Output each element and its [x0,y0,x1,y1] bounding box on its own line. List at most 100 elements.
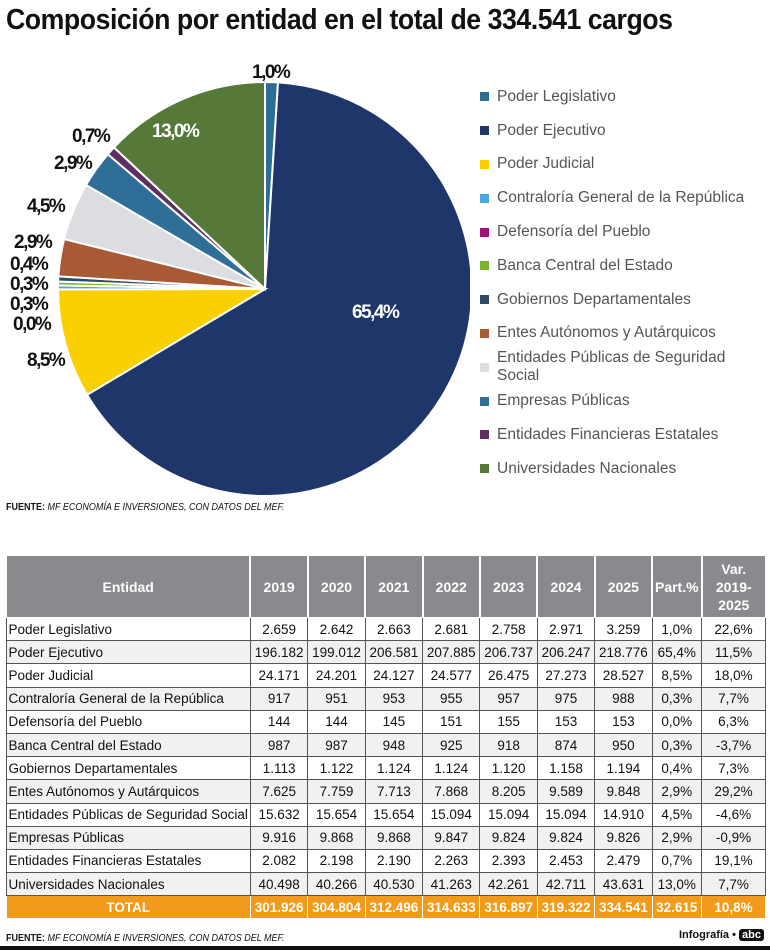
legend-swatch [480,227,489,237]
table-cell: 918 [479,732,538,758]
table-cell: 9.826 [594,825,653,850]
legend-label: Contraloría General de la República [497,189,745,207]
table-cell: 28.527 [594,663,653,688]
bottom-rule [0,946,770,950]
legend-label: Universidades Nacionales [497,459,677,477]
table-cell: 7,3% [701,756,766,781]
legend-item: Banca Central del Estado [480,249,770,283]
table-cell: 2.758 [479,616,538,642]
table-cell: 24.127 [364,663,424,688]
table-cell: Entes Autónomos y Autárquicos [5,779,251,804]
table-cell: 42.261 [479,872,538,897]
table-row: Entidades Públicas de Seguridad Social 15… [5,802,766,827]
table-cell: 2.971 [536,616,596,642]
table-cell: 1.124 [364,756,424,781]
table-cell: -4,6% [701,802,766,827]
legend-swatch [480,193,489,203]
total-cell: 334.541 [594,895,653,920]
source-label: FUENTE: [6,933,46,944]
table-source: FUENTE: MF ECONOMÍA E INVERSIONES, CON D… [6,933,284,944]
table-cell: 1.113 [249,756,309,781]
table-row: Poder Judicial 24.171 24.201 24.127 24.577 26… [5,663,766,688]
chart-source: FUENTE: MF ECONOMÍA E INVERSIONES, CON D… [6,502,284,513]
legend-label: Entidades Públicas de Seguridad Social [497,349,726,385]
table-cell: 144 [307,709,366,734]
table-cell: 9.824 [479,825,538,850]
label-contraloria: 0,3% [10,294,49,315]
table-cell: 9.916 [249,825,309,850]
table-cell: 0,4% [651,756,703,781]
legend-item: Empresas Públicas [480,384,770,418]
table-cell: 15.632 [249,802,309,827]
table-cell: 2.642 [307,616,366,642]
total-cell: TOTAL [5,895,251,920]
table-cell: 975 [536,686,596,711]
table-cell: Poder Ejecutivo [5,640,251,665]
table-row: Contraloría General de la República 917 95… [5,686,766,711]
table-cell: 206.247 [536,640,596,665]
table-row: Universidades Nacionales 40.498 40.266 40.5… [5,872,766,897]
legend-item: Entidades Financieras Estatales [480,418,770,452]
table-cell: 925 [422,732,481,758]
table-cell: 0,3% [651,732,703,758]
legend: Poder Legislativo Poder Ejecutivo Poder Ju… [480,80,770,486]
table-cell: -3,7% [701,732,766,758]
label-empresas: 2,9% [54,153,93,174]
table-cell: Universidades Nacionales [5,872,251,897]
table-cell: 65,4% [651,640,703,665]
table-cell: 951 [307,686,366,711]
table-cell: 24.171 [249,663,309,688]
label-gobiernos: 0,4% [10,254,49,275]
legend-swatch [480,295,489,305]
column-header: 2020 [306,555,366,618]
table-cell: 9.824 [536,825,596,850]
table-cell: 14.910 [594,802,653,827]
table-cell: Defensoría del Pueblo [5,709,251,734]
table-cell: 2.453 [536,848,596,874]
table-cell: 9.868 [307,825,366,850]
table-cell: Entidades Financieras Estatales [5,848,251,874]
column-header: Entidad [4,555,251,618]
table-cell: 43.631 [594,872,653,897]
table-cell: 196.182 [249,640,309,665]
table-cell: 948 [364,732,424,758]
total-cell: 304.804 [307,895,366,920]
table-cell: 2.198 [307,848,366,874]
table-cell: 7,7% [701,872,766,897]
table-cell: 155 [479,709,538,734]
total-cell: 32.615 [651,895,703,920]
table-cell: 2.263 [422,848,481,874]
pie-slice-1 [85,81,470,497]
label-financieras: 0,7% [72,126,111,147]
table-cell: 153 [594,709,653,734]
table-cell: 18,0% [701,663,766,688]
table-cell: 2.479 [594,848,653,874]
table-cell: 9.848 [594,779,653,804]
legend-label: Poder Legislativo [497,87,616,105]
total-row: TOTAL 301.926 304.804 312.496 314.633 316.897… [5,895,766,920]
table-cell: 1.124 [422,756,481,781]
legend-item: Poder Judicial [480,148,770,182]
legend-label: Entes Autónomos y Autárquicos [497,324,716,342]
table-cell: 15.094 [479,802,538,827]
table-row: Entes Autónomos y Autárquicos 7.625 7.759 7… [5,779,766,804]
table-cell: 2.393 [479,848,538,874]
total-cell: 10,8% [701,895,766,920]
legend-item: Contraloría General de la República [480,181,770,215]
table-cell: 1.120 [479,756,538,781]
table-cell: 26.475 [479,663,538,688]
column-header: Var. 2019-2025 [700,555,766,618]
table-cell: 24.201 [307,663,366,688]
column-header: 2025 [593,555,653,618]
total-cell: 301.926 [249,895,309,920]
table-cell: 2.663 [364,616,424,642]
table-cell: 206.737 [479,640,538,665]
table-cell: -0,9% [701,825,766,850]
table-cell: 8.205 [479,779,538,804]
legend-label: Poder Ejecutivo [497,121,606,139]
table-cell: Poder Judicial [5,663,251,688]
legend-swatch [480,261,489,271]
legend-swatch [480,396,489,406]
legend-swatch [480,362,489,372]
table-cell: 41.263 [422,872,481,897]
